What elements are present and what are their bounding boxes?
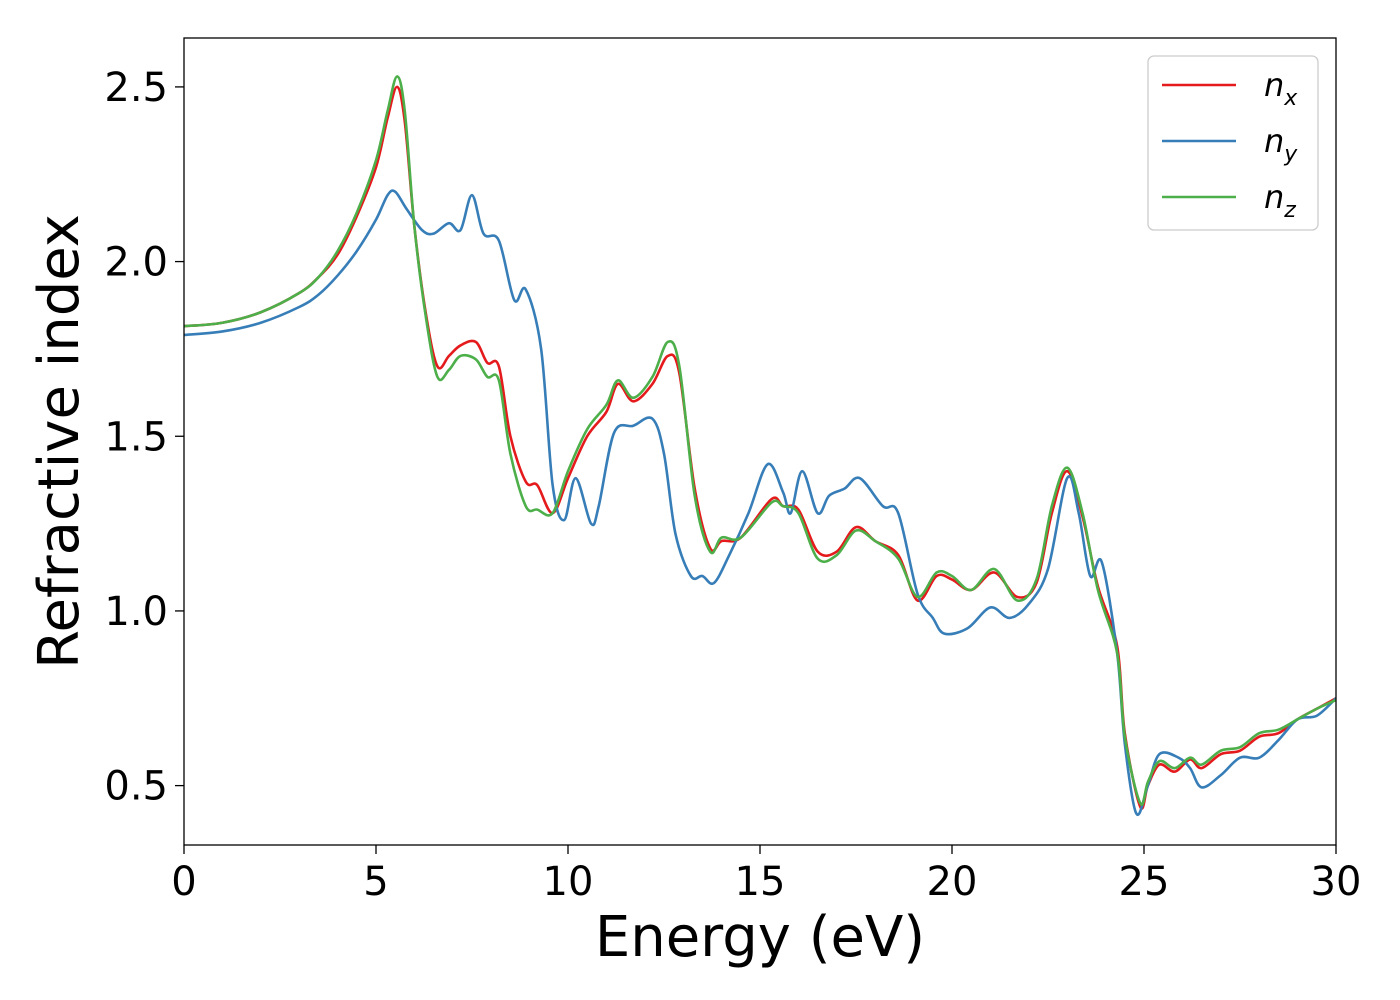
y-tick-label: 2.5 xyxy=(104,65,168,111)
y-axis-title: Refractive index xyxy=(27,214,92,669)
x-tick-label: 5 xyxy=(363,859,388,905)
y-tick-label: 1.5 xyxy=(104,414,168,460)
x-tick-label: 15 xyxy=(735,859,786,905)
x-axis-ticks: 0 5 10 15 20 25 30 xyxy=(171,845,1361,905)
x-tick-label: 25 xyxy=(1119,859,1170,905)
series-line-ny xyxy=(184,189,1336,817)
series-line-nz xyxy=(184,75,1336,806)
legend-box xyxy=(1147,55,1319,231)
y-tick-label: 1.0 xyxy=(104,589,168,635)
legend-label: nx xyxy=(1264,66,1298,111)
y-tick-label: 0.5 xyxy=(104,764,168,810)
series-layer xyxy=(184,75,1336,817)
y-tick-label: 2.0 xyxy=(104,240,168,286)
x-axis-title: Energy (eV) xyxy=(595,905,925,970)
x-tick-label: 20 xyxy=(927,859,978,905)
x-tick-label: 0 xyxy=(171,859,196,905)
y-axis-ticks: 0.5 1.0 1.5 2.0 2.5 xyxy=(104,65,184,810)
x-tick-label: 10 xyxy=(543,859,594,905)
x-tick-label: 30 xyxy=(1311,859,1362,905)
